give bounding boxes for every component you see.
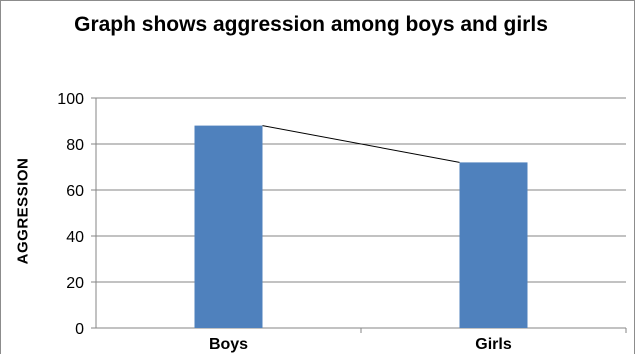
y-tick-label: 40 bbox=[66, 229, 84, 246]
trend-line bbox=[262, 125, 460, 163]
y-tick-label: 100 bbox=[57, 91, 84, 108]
chart-title: Graph shows aggression among boys and gi… bbox=[74, 13, 548, 36]
y-tick-label: 20 bbox=[66, 275, 84, 292]
x-tick-label: Girls bbox=[475, 336, 512, 353]
y-tick-label: 60 bbox=[66, 183, 84, 200]
y-tick-label: 0 bbox=[75, 321, 84, 338]
y-tick-label: 80 bbox=[66, 137, 84, 154]
bar-boys bbox=[194, 125, 263, 328]
bar-girls bbox=[459, 162, 528, 328]
x-tick-label: Boys bbox=[209, 336, 248, 353]
